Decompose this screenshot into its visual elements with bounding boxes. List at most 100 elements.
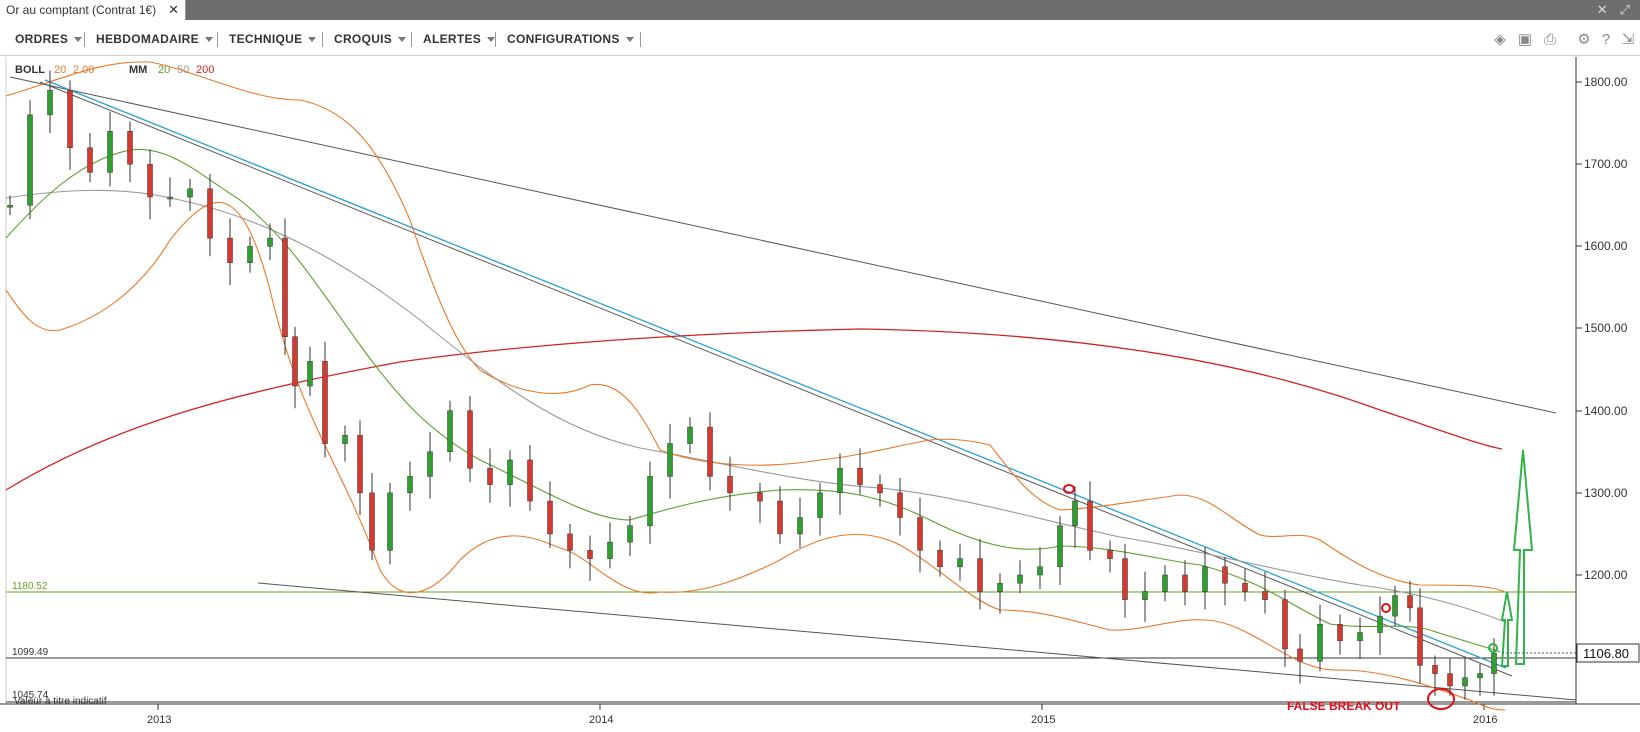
candle-down[interactable] [777,500,783,535]
candle-up[interactable] [1162,574,1168,592]
candle-up[interactable] [1017,574,1023,584]
bollinger-upper-band[interactable] [5,61,1506,593]
candle-down[interactable] [857,467,863,485]
candle-up[interactable] [1072,500,1078,526]
candle-down[interactable] [1337,624,1343,641]
candle-up[interactable] [307,361,313,387]
candle-down[interactable] [282,237,288,337]
candle-down[interactable] [292,336,298,387]
candle-up[interactable] [7,205,13,208]
candle-up[interactable] [817,492,823,518]
mid-trend-line[interactable] [39,81,1513,677]
candle-down[interactable] [467,410,473,469]
candle-up[interactable] [342,435,348,444]
candle-down[interactable] [1297,648,1303,662]
candle-up[interactable] [407,476,413,494]
breakout-marker-circle[interactable] [1381,603,1391,613]
candle-down[interactable] [1262,591,1268,600]
candle-up[interactable] [997,582,1003,592]
candle-down[interactable] [587,550,593,559]
candle-down[interactable] [227,237,233,264]
long-projection-arrow[interactable] [1512,449,1534,665]
candle-up[interactable] [507,459,513,485]
image-icon[interactable]: ▣ [1517,31,1533,48]
menu-hebdomadaire[interactable]: HEBDOMADAIRE [96,32,213,46]
chart-tab[interactable]: Or au comptant (Contrat 1€) ✕ [0,0,186,20]
gear-icon[interactable]: ⚙ [1577,31,1591,48]
help-icon[interactable]: ? [1601,31,1611,48]
candle-down[interactable] [1222,566,1228,584]
short-projection-arrow[interactable] [1500,591,1514,667]
candle-down[interactable] [357,435,363,494]
candle-up[interactable] [607,541,613,559]
candle-down[interactable] [1407,595,1413,609]
menu-configurations[interactable]: CONFIGURATIONS [507,32,634,46]
candle-up[interactable] [107,131,113,173]
candle-up[interactable] [687,426,693,444]
candle-up[interactable] [957,558,963,568]
candle-down[interactable] [547,500,553,535]
menu-ordres[interactable]: ORDRES [15,32,83,46]
candle-up[interactable] [1392,595,1398,617]
candle-up[interactable] [627,525,633,543]
candle-down[interactable] [1087,500,1093,551]
candle-down[interactable] [707,426,713,477]
candle-down[interactable] [727,476,733,494]
candle-down[interactable] [322,361,328,444]
candle-up[interactable] [1037,566,1043,576]
candle-up[interactable] [447,410,453,452]
candle-down[interactable] [207,188,213,239]
candle-up[interactable] [1317,624,1323,662]
candle-down[interactable] [1107,550,1113,559]
signal-marker-circle[interactable] [1488,643,1498,653]
pin-icon[interactable]: ⇲ [1621,31,1635,48]
candle-up[interactable] [667,443,673,477]
upper-trend-line[interactable] [9,76,1557,414]
blue-trend-line[interactable] [44,79,1507,669]
candle-up[interactable] [387,492,393,551]
candle-down[interactable] [937,550,943,568]
candle-up[interactable] [27,114,33,206]
candle-up[interactable] [1477,673,1483,678]
candle-down[interactable] [1282,599,1288,650]
menu-technique[interactable]: TECHNIQUE [229,32,317,46]
candle-up[interactable] [1491,652,1497,674]
candle-up[interactable] [647,476,653,526]
candle-down[interactable] [1242,582,1248,592]
collapse-icon[interactable]: ✕ [1596,2,1608,17]
candle-up[interactable] [47,89,53,116]
top-marker-circle[interactable] [1063,484,1075,494]
candle-down[interactable] [1417,607,1423,666]
candle-down[interactable] [877,484,883,494]
price-chart[interactable]: BOLL 20 2.00 MM 20 50 200 1800.00 1700.0… [0,56,1640,732]
candle-down[interactable] [917,517,923,551]
candle-down[interactable] [1182,574,1188,592]
lower-trend-line[interactable] [257,582,1577,701]
menu-alertes[interactable]: ALERTES [423,32,496,46]
false-breakout-circle[interactable] [1427,688,1455,710]
candle-down[interactable] [67,89,73,148]
candle-down[interactable] [127,131,133,165]
candle-up[interactable] [167,196,173,200]
candle-down[interactable] [1122,558,1128,600]
menu-croquis[interactable]: CROQUIS [334,32,407,46]
candle-up[interactable] [187,188,193,198]
candle-up[interactable] [267,237,273,247]
candle-up[interactable] [1202,566,1208,592]
candle-down[interactable] [567,533,573,551]
candle-up[interactable] [1462,677,1468,687]
candle-up[interactable] [1057,525,1063,568]
mm20-line[interactable] [5,148,1501,653]
candle-down[interactable] [487,467,493,485]
mm50-line[interactable] [5,189,1506,623]
candle-up[interactable] [1142,591,1148,600]
candle-down[interactable] [87,147,93,173]
candle-up[interactable] [797,517,803,535]
close-icon[interactable]: ✕ [168,2,179,17]
candle-up[interactable] [1357,632,1363,641]
candle-down[interactable] [369,492,375,551]
bollinger-lower-band[interactable] [5,201,1506,711]
candle-down[interactable] [897,492,903,518]
candle-up[interactable] [247,246,253,264]
print-icon[interactable]: ⎙ [1543,31,1556,48]
